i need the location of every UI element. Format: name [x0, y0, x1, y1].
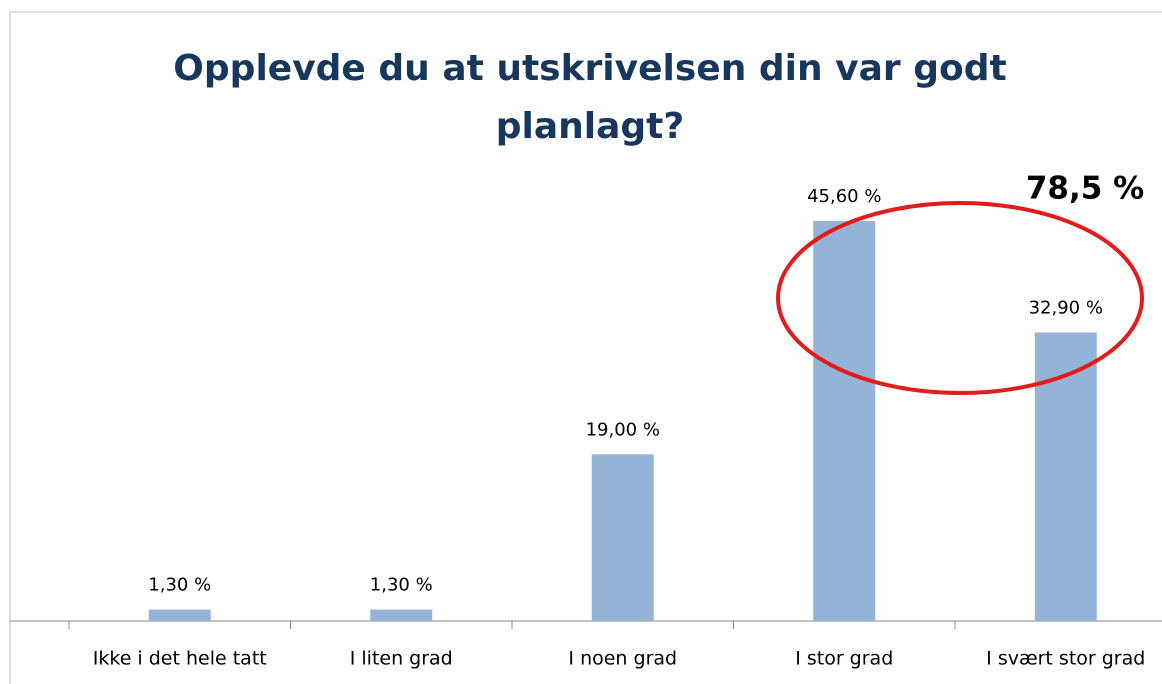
x-tick-label: I svært stor grad — [986, 648, 1145, 670]
x-tick-label: Ikke i det hele tatt — [93, 648, 267, 670]
value-label: 32,90 % — [1029, 297, 1103, 318]
x-tick-label: I liten grad — [350, 648, 453, 670]
annotation: 78,5 % — [1026, 171, 1144, 207]
x-tick-label: I stor grad — [795, 648, 893, 670]
highlight-ellipse — [776, 201, 1144, 395]
chart-frame — [9, 11, 1162, 684]
x-tick-label: I noen grad — [568, 648, 677, 670]
value-label: 1,30 % — [370, 575, 433, 596]
value-label: 45,60 % — [807, 186, 881, 207]
chart-title: Opplevde du at utskrivelsen din var godt… — [173, 48, 1007, 147]
bar — [148, 609, 211, 621]
bar — [591, 454, 654, 621]
value-label: 19,00 % — [586, 419, 660, 440]
value-label: 1,30 % — [148, 575, 211, 596]
bar — [370, 609, 433, 621]
bar — [813, 221, 876, 621]
